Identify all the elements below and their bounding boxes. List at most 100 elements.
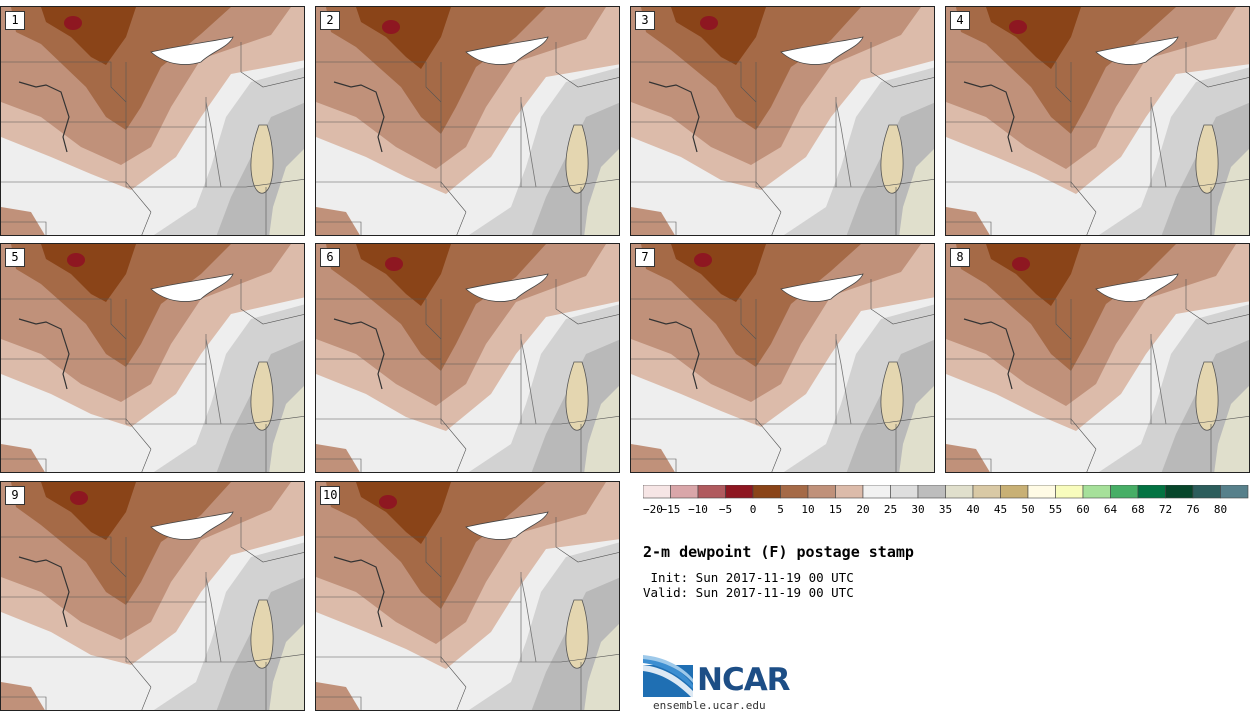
member-number: 6: [320, 248, 340, 267]
red-spot: [67, 253, 85, 267]
brown-fill: [641, 244, 861, 367]
state-border: [316, 656, 467, 688]
dewpoint-map: [316, 482, 619, 710]
brown-fill-sw: [1, 682, 45, 710]
state-border: [316, 221, 362, 235]
state-border: [631, 418, 782, 450]
state-border: [141, 211, 152, 235]
river: [205, 101, 222, 188]
colorbar-swatch: [697, 485, 726, 499]
colorbar-swatch: [945, 485, 974, 499]
member-map-9: 9: [0, 481, 305, 711]
valid-time: Valid: Sun 2017-11-19 00 UTC: [643, 585, 854, 600]
dewpoint-map: [1, 482, 304, 710]
lake-superior: [1095, 36, 1179, 65]
ncar-logo-text: NCAR: [697, 662, 791, 698]
member-map-10: 10: [315, 481, 620, 711]
lake-superior: [150, 273, 234, 302]
lake-michigan: [250, 599, 274, 669]
brown-fill-sw: [316, 682, 360, 710]
state-border: [756, 415, 934, 425]
state-border: [456, 211, 467, 235]
red-spot: [694, 253, 712, 267]
lake-superior: [465, 511, 549, 540]
red-spot: [70, 491, 88, 505]
brown-fill: [11, 482, 231, 605]
river: [1150, 338, 1167, 425]
state-border: [456, 686, 467, 710]
colorbar-swatch: [1055, 485, 1084, 499]
member-map-2: 2: [315, 6, 620, 236]
colorbar-swatch: [835, 485, 864, 499]
lake-michigan: [565, 361, 589, 431]
colorbar-tick-label: −5: [719, 503, 732, 516]
state-border: [126, 415, 304, 425]
state-border: [555, 279, 619, 325]
colorbar-swatch: [972, 485, 1001, 499]
member-number: 1: [5, 11, 25, 30]
state-border: [946, 221, 992, 235]
dark-brown-fill: [356, 244, 451, 306]
dark-brown-fill: [986, 244, 1081, 306]
colorbar-swatch: [1000, 485, 1029, 499]
colorbar-tick-label: −20: [643, 503, 663, 516]
colorbar-tick-label: 20: [856, 503, 869, 516]
tan-fill: [899, 386, 934, 472]
colorbar-tick-label: 45: [994, 503, 1007, 516]
dark-brown-fill: [671, 7, 766, 65]
state-border: [631, 298, 757, 340]
colorbar-swatch: [1137, 485, 1166, 499]
colorbar-tick-label: 72: [1159, 503, 1172, 516]
state-border: [771, 448, 782, 472]
tan-fill: [584, 149, 619, 235]
state-border: [316, 458, 362, 472]
brown-fill: [956, 7, 1176, 134]
dewpoint-colorbar: −20−15 −10 −5 0 5 10 15 20 25 30 35 40 45 50 55 60 64 68 7…: [643, 485, 1249, 516]
state-border: [1, 696, 47, 710]
state-border: [1, 221, 47, 235]
tan-fill: [1214, 386, 1249, 472]
lake-michigan: [250, 124, 274, 194]
lake-michigan: [880, 361, 904, 431]
red-spot: [700, 16, 718, 30]
init-time: Init: Sun 2017-11-19 00 UTC: [643, 570, 854, 585]
red-spot: [385, 257, 403, 271]
dewpoint-map: [1, 7, 304, 235]
colorbar-swatch: [1165, 485, 1194, 499]
member-map-8: 8: [945, 243, 1250, 473]
state-border: [946, 61, 1072, 103]
member-number: 9: [5, 486, 25, 505]
chart-title: 2-m dewpoint (F) postage stamp: [643, 543, 914, 561]
river: [963, 81, 1015, 153]
river: [18, 556, 70, 628]
state-border: [1, 181, 152, 213]
lake-superior: [150, 36, 234, 65]
lake-superior: [780, 273, 864, 302]
state-border: [1086, 211, 1097, 235]
state-border: [240, 517, 304, 563]
river: [648, 81, 700, 153]
brown-fill-sw: [1, 207, 45, 235]
state-border: [870, 42, 934, 88]
river: [520, 576, 537, 663]
state-border: [1, 418, 152, 450]
brown-fill: [956, 244, 1176, 371]
tan-fill: [584, 624, 619, 710]
colorbar-swatch: [890, 485, 919, 499]
state-border: [240, 279, 304, 325]
colorbar-tick-label: 76: [1186, 503, 1199, 516]
colorbar-tick-label: 10: [801, 503, 814, 516]
colorbar-tick-label: 15: [829, 503, 842, 516]
river: [205, 576, 222, 663]
state-border: [1, 298, 127, 340]
colorbar-swatch: [917, 485, 946, 499]
colorbar-tick-label: 30: [911, 503, 924, 516]
lake-michigan: [1195, 361, 1219, 431]
colorbar-swatch: [670, 485, 699, 499]
red-spot: [1009, 20, 1027, 34]
member-map-6: 6: [315, 243, 620, 473]
state-border: [1, 61, 127, 103]
member-map-4: 4: [945, 6, 1250, 236]
brown-fill-sw: [631, 444, 675, 472]
red-spot: [1012, 257, 1030, 271]
